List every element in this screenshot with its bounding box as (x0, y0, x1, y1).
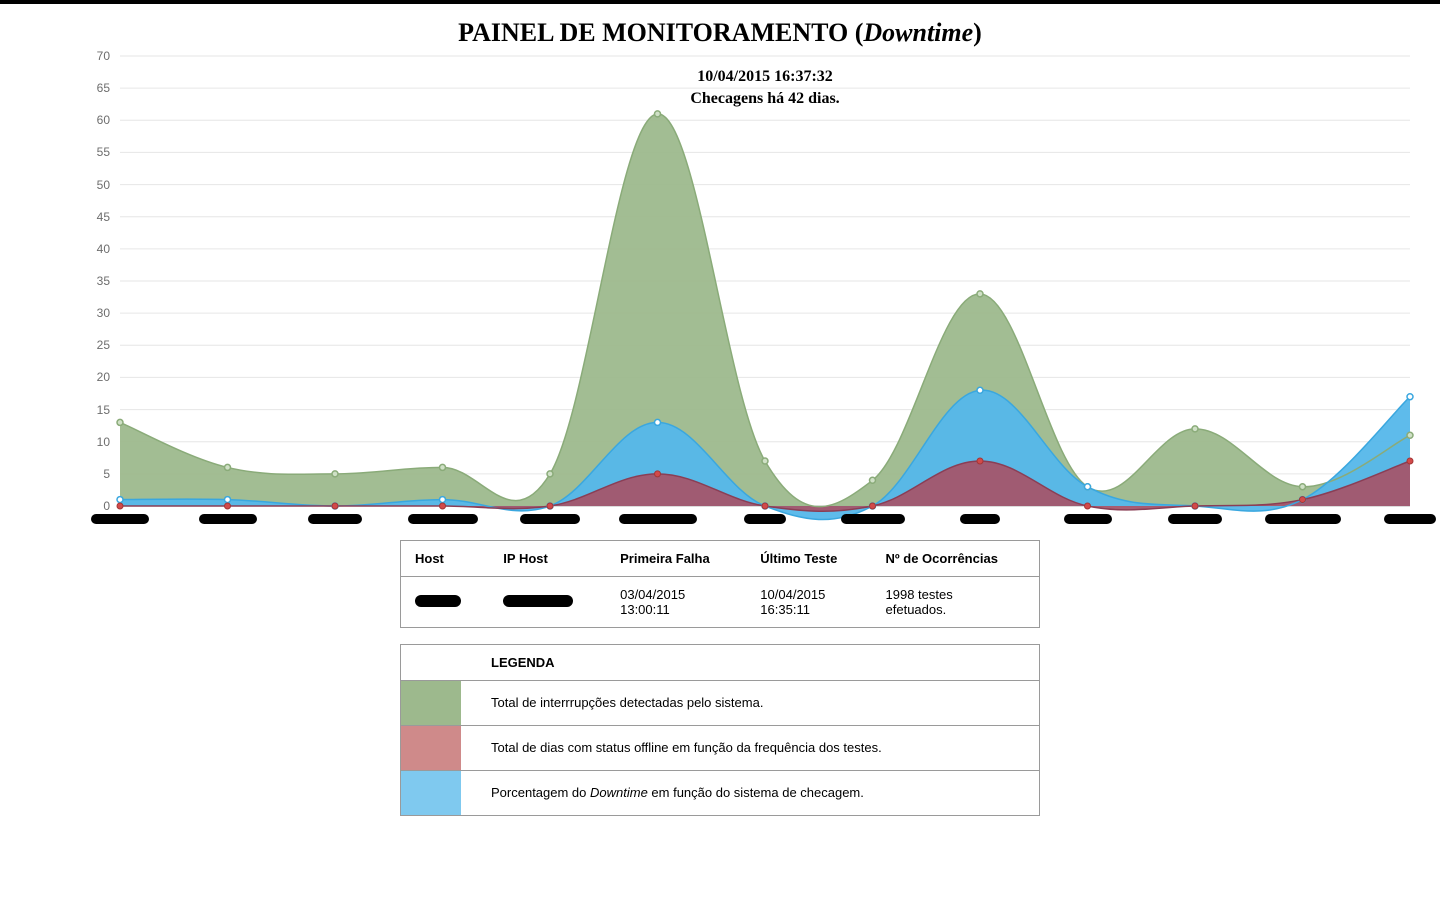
marker-dias_offline (977, 458, 983, 464)
marker-interrupcoes (332, 471, 338, 477)
cell-ip (489, 577, 606, 628)
x-label-redacted (1265, 514, 1341, 524)
y-tick-label: 35 (40, 274, 110, 288)
y-tick-label: 50 (40, 178, 110, 192)
downtime-chart: 0510152025303540455055606570 10/04/2015 … (30, 56, 1410, 526)
x-label-redacted (1384, 514, 1436, 524)
marker-downtime_pct (225, 497, 231, 503)
y-tick-label: 5 (40, 467, 110, 481)
redacted-ip (503, 595, 573, 607)
col-ocorrencias: Nº de Ocorrências (872, 541, 1040, 577)
area-interrupcoes (120, 114, 1410, 507)
ultimo-l2: 16:35:11 (760, 602, 857, 617)
marker-downtime_pct (1407, 394, 1413, 400)
y-tick-label: 60 (40, 113, 110, 127)
marker-interrupcoes (440, 464, 446, 470)
chart-overlay-status: 10/04/2015 16:37:32 Checagens há 42 dias… (690, 66, 839, 109)
marker-dias_offline (655, 471, 661, 477)
cell-ultimo: 10/04/2015 16:35:11 (746, 577, 871, 628)
x-label-redacted (308, 514, 362, 524)
legend-swatch (401, 681, 461, 725)
marker-interrupcoes (1192, 426, 1198, 432)
y-tick-label: 30 (40, 306, 110, 320)
y-tick-label: 65 (40, 81, 110, 95)
marker-downtime_pct (977, 387, 983, 393)
marker-downtime_pct (117, 497, 123, 503)
page-title-italic: Downtime (863, 18, 973, 47)
x-label-redacted (408, 514, 478, 524)
marker-interrupcoes (225, 464, 231, 470)
cell-host (401, 577, 490, 628)
x-label-redacted (1064, 514, 1112, 524)
x-label-redacted (960, 514, 1000, 524)
redacted-host (415, 595, 461, 607)
marker-downtime_pct (655, 419, 661, 425)
x-label-redacted (619, 514, 697, 524)
marker-interrupcoes (1300, 484, 1306, 490)
host-info-table: Host IP Host Primeira Falha Último Teste… (400, 540, 1040, 628)
ocorr-l1: 1998 testes (886, 587, 1025, 602)
chart-svg (120, 56, 1410, 506)
top-divider (0, 0, 1440, 4)
legend-row: Total de interrrupções detectadas pelo s… (401, 681, 1039, 725)
page-title-prefix: PAINEL DE MONITORAMENTO ( (458, 18, 863, 47)
overlay-timestamp: 10/04/2015 16:37:32 (690, 66, 839, 88)
primeira-l1: 03/04/2015 (620, 587, 732, 602)
y-tick-label: 45 (40, 210, 110, 224)
marker-interrupcoes (117, 419, 123, 425)
x-label-redacted (199, 514, 257, 524)
cell-ocorrencias: 1998 testes efetuados. (872, 577, 1040, 628)
y-tick-label: 20 (40, 370, 110, 384)
marker-downtime_pct (440, 497, 446, 503)
y-tick-label: 40 (40, 242, 110, 256)
legend-header: LEGENDA (401, 645, 1039, 681)
col-ip-host: IP Host (489, 541, 606, 577)
x-label-redacted (91, 514, 149, 524)
ultimo-l1: 10/04/2015 (760, 587, 857, 602)
marker-interrupcoes (762, 458, 768, 464)
marker-dias_offline (1300, 497, 1306, 503)
marker-interrupcoes (655, 111, 661, 117)
table-row: 03/04/2015 13:00:11 10/04/2015 16:35:11 … (401, 577, 1040, 628)
primeira-l2: 13:00:11 (620, 602, 732, 617)
x-label-redacted (520, 514, 580, 524)
legend-swatch (401, 771, 461, 815)
page-title-suffix: ) (973, 18, 982, 47)
table-header-row: Host IP Host Primeira Falha Último Teste… (401, 541, 1040, 577)
page-title: PAINEL DE MONITORAMENTO (Downtime) (0, 18, 1440, 48)
marker-interrupcoes (547, 471, 553, 477)
marker-interrupcoes (1407, 432, 1413, 438)
cell-primeira: 03/04/2015 13:00:11 (606, 577, 746, 628)
col-ultimo: Último Teste (746, 541, 871, 577)
overlay-checks: Checagens há 42 dias. (690, 88, 839, 110)
ocorr-l2: efetuados. (886, 602, 1025, 617)
x-label-redacted (841, 514, 905, 524)
y-tick-label: 0 (40, 499, 110, 513)
marker-dias_offline (1407, 458, 1413, 464)
y-tick-label: 70 (40, 49, 110, 63)
y-axis: 0510152025303540455055606570 (30, 56, 120, 526)
col-host: Host (401, 541, 490, 577)
x-label-redacted (1168, 514, 1222, 524)
legend-text: Porcentagem do Downtime em função do sis… (461, 771, 1039, 815)
col-primeira: Primeira Falha (606, 541, 746, 577)
chart-plot-area: 10/04/2015 16:37:32 Checagens há 42 dias… (120, 56, 1410, 506)
y-tick-label: 55 (40, 145, 110, 159)
marker-interrupcoes (977, 291, 983, 297)
x-label-redacted (744, 514, 786, 524)
y-tick-label: 15 (40, 403, 110, 417)
y-tick-label: 25 (40, 338, 110, 352)
legend-row: Porcentagem do Downtime em função do sis… (401, 770, 1039, 815)
legend-text: Total de interrrupções detectadas pelo s… (461, 681, 1039, 725)
x-axis-labels (120, 506, 1410, 526)
marker-interrupcoes (870, 477, 876, 483)
y-tick-label: 10 (40, 435, 110, 449)
legend-text: Total de dias com status offline em funç… (461, 726, 1039, 770)
marker-downtime_pct (1085, 484, 1091, 490)
legend-row: Total de dias com status offline em funç… (401, 725, 1039, 770)
legend: LEGENDA Total de interrrupções detectada… (400, 644, 1040, 816)
legend-swatch (401, 726, 461, 770)
